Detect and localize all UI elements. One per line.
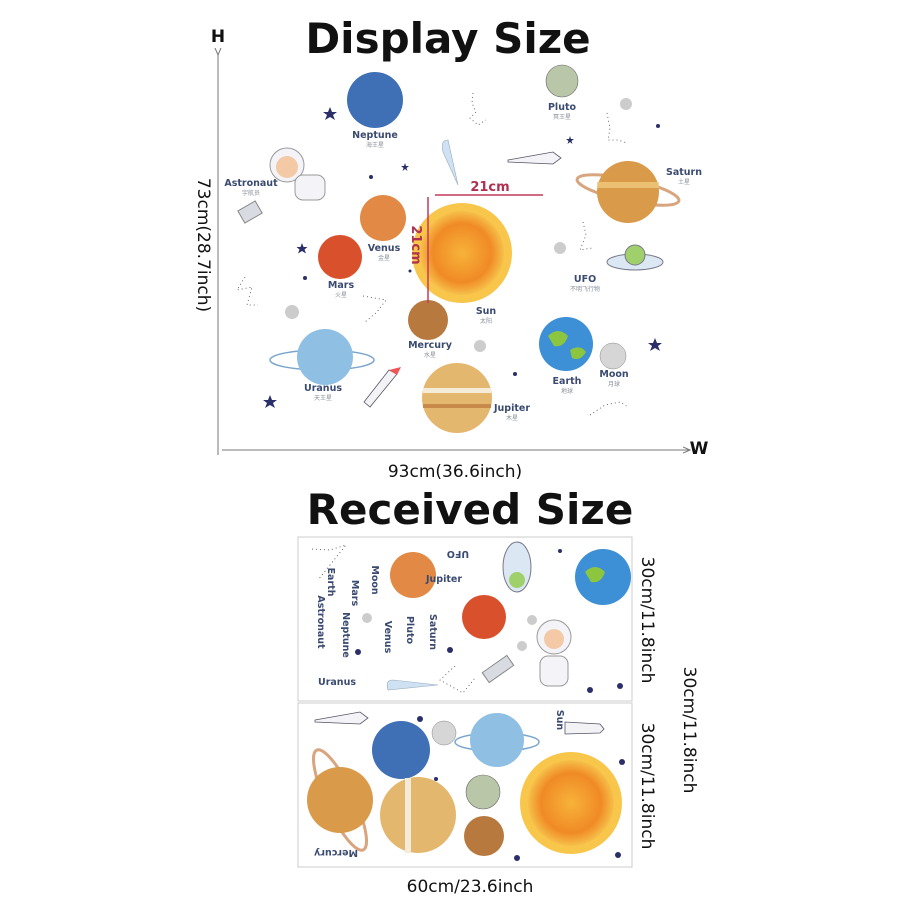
svg-text:Jupiter: Jupiter — [493, 403, 530, 414]
svg-text:Mercury: Mercury — [313, 847, 358, 858]
svg-text:Astronaut: Astronaut — [224, 178, 278, 189]
svg-text:天王星: 天王星 — [314, 395, 332, 402]
total-height-label: 30cm/11.8inch — [679, 667, 699, 794]
svg-text:Mars: Mars — [349, 580, 360, 607]
svg-text:Saturn: Saturn — [666, 167, 702, 178]
svg-text:宇航员: 宇航员 — [242, 189, 260, 197]
sheet2-height-label: 30cm/11.8inch — [637, 723, 657, 850]
sticker-sheet-2: Sun Mercury — [297, 702, 633, 868]
svg-text:Venus: Venus — [368, 243, 401, 254]
svg-text:Saturn: Saturn — [427, 614, 438, 650]
svg-text:Neptune: Neptune — [352, 130, 398, 141]
received-width-label: 60cm/23.6inch — [407, 877, 534, 897]
svg-text:UFO: UFO — [574, 274, 596, 285]
svg-text:Mars: Mars — [328, 280, 355, 291]
sheet1-height-label: 30cm/11.8inch — [637, 557, 657, 684]
svg-text:Mercury: Mercury — [408, 340, 453, 351]
svg-text:Uranus: Uranus — [304, 383, 342, 394]
display-height-label: 73cm(28.7inch) — [193, 178, 213, 312]
svg-text:Moon: Moon — [599, 369, 629, 380]
svg-text:冥王星: 冥王星 — [553, 114, 571, 121]
sun-width-label: 21cm — [470, 180, 509, 195]
svg-text:水星: 水星 — [424, 351, 436, 359]
svg-text:不明飞行物: 不明飞行物 — [570, 285, 600, 293]
svg-text:UFO: UFO — [447, 548, 469, 559]
svg-text:Astronaut: Astronaut — [315, 595, 326, 649]
svg-text:Earth: Earth — [325, 568, 336, 597]
svg-text:Sun: Sun — [476, 306, 497, 317]
svg-text:Pluto: Pluto — [404, 616, 415, 645]
width-axis-letter: W — [690, 439, 709, 459]
svg-text:土星: 土星 — [678, 178, 690, 186]
svg-text:Venus: Venus — [382, 621, 393, 654]
sticker-sheet-1: UFO Jupiter Moon Mars Earth Astronaut Ne… — [297, 536, 633, 702]
svg-text:Pluto: Pluto — [548, 102, 577, 113]
received-size-title: Received Size — [307, 485, 634, 534]
svg-text:Jupiter: Jupiter — [425, 574, 462, 585]
svg-text:Sun: Sun — [554, 710, 565, 731]
svg-text:金星: 金星 — [378, 254, 390, 262]
sun-height-label: 21cm — [408, 225, 423, 264]
svg-text:海王星: 海王星 — [366, 141, 384, 149]
svg-text:太阳: 太阳 — [480, 317, 492, 325]
display-artwork — [236, 64, 681, 433]
svg-text:地球: 地球 — [561, 387, 573, 395]
svg-text:Uranus: Uranus — [318, 677, 356, 688]
display-size-title: Display Size — [305, 14, 590, 63]
display-width-label: 93cm(36.6inch) — [388, 462, 522, 482]
svg-text:Earth: Earth — [553, 376, 582, 387]
svg-text:月球: 月球 — [608, 380, 620, 388]
svg-text:Moon: Moon — [369, 565, 380, 595]
svg-text:火星: 火星 — [335, 292, 347, 299]
svg-text:Neptune: Neptune — [340, 612, 351, 658]
height-axis-letter: H — [211, 27, 225, 47]
svg-text:木星: 木星 — [506, 414, 518, 422]
